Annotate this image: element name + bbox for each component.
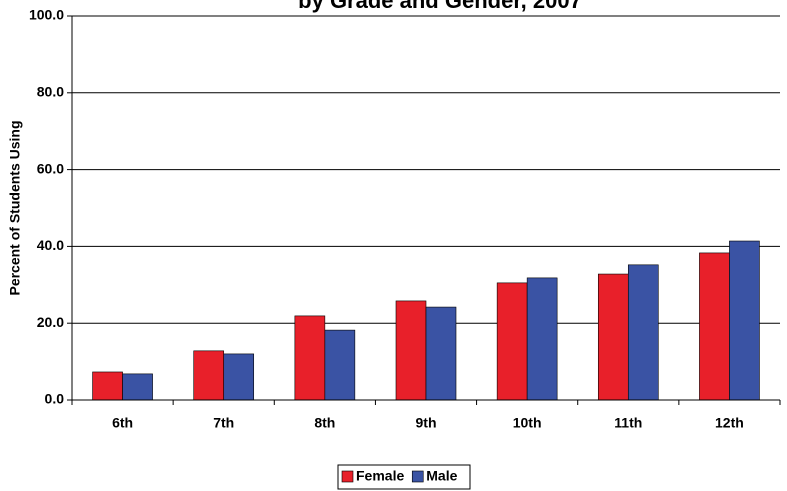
y-axis-label: Percent of Students Using (7, 120, 23, 295)
bar (526, 277, 558, 401)
bar (425, 306, 457, 401)
bar (729, 240, 760, 401)
y-tick-label: 0.0 (45, 391, 65, 407)
legend-box (337, 464, 471, 490)
x-tick-label: 9th (416, 415, 437, 431)
x-tick-label: 10th (513, 415, 542, 431)
x-tick-label: 6th (112, 415, 133, 431)
bar (122, 373, 153, 401)
bar (193, 350, 225, 401)
y-tick-label: 60.0 (37, 160, 64, 176)
bar (223, 353, 255, 401)
x-tick-label: 12th (715, 415, 744, 431)
bar (496, 282, 528, 401)
chart-title: by Grade and Gender, 2007 (298, 0, 582, 13)
y-tick-label: 80.0 (37, 84, 64, 100)
bar (395, 300, 427, 401)
y-tick-label: 40.0 (37, 237, 64, 253)
bar (294, 315, 326, 401)
bar (324, 329, 356, 401)
legend-swatch (341, 470, 354, 483)
x-tick-label: 8th (314, 415, 335, 431)
x-tick-label: 11th (614, 415, 642, 431)
legend-label: Female (356, 468, 404, 484)
y-tick-label: 20.0 (37, 314, 64, 330)
legend-swatch (411, 470, 424, 483)
bar (699, 252, 730, 401)
legend-label: Male (426, 468, 457, 484)
x-tick-label: 7th (213, 415, 234, 431)
bar (92, 371, 123, 401)
bar (627, 264, 659, 401)
y-tick-label: 100.0 (29, 7, 64, 23)
bar (597, 273, 629, 401)
